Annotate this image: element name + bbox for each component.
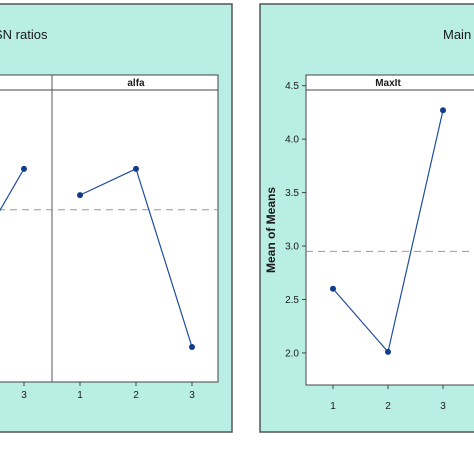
means-y-tick-label: 4.5 xyxy=(285,81,299,92)
facet-label-MaxIt: MaxIt xyxy=(375,78,401,89)
sn-ratios-title: SN ratios xyxy=(0,27,48,42)
means-y-tick-label: 4.0 xyxy=(285,135,299,146)
means-title: Main xyxy=(443,27,471,42)
means-y-tick-label: 2.0 xyxy=(285,348,299,359)
sn-x-tick-label: 3 xyxy=(21,390,27,401)
means-y-tick-label: 2.5 xyxy=(285,295,299,306)
means-x-tick-label: 2 xyxy=(385,401,391,412)
sn-data-point xyxy=(21,165,27,172)
facet-label-alfa: alfa xyxy=(127,78,145,89)
means-plot-area: 2.0 2.5 3.0 3.5 4.0 4.5 MaxIt 1 2 3 xyxy=(285,74,474,412)
sn-data-point xyxy=(133,165,139,172)
means-x-tick-label: 3 xyxy=(440,401,446,412)
sn-plot-background xyxy=(0,74,219,383)
sn-data-point xyxy=(77,192,83,199)
means-y-tick-label: 3.5 xyxy=(285,188,299,199)
sn-data-point xyxy=(189,343,195,350)
sn-x-tick-label: 2 xyxy=(133,390,139,401)
sn-x-tick-label: 3 xyxy=(189,390,195,401)
sn-ratios-plot-area: 3 alfa 1 2 3 xyxy=(0,74,219,401)
means-y-tick-label: 3.0 xyxy=(285,242,299,253)
means-data-point xyxy=(330,285,336,292)
sn-strip-header xyxy=(0,74,219,91)
means-data-point xyxy=(385,348,391,355)
sn-x-tick-label: 1 xyxy=(77,390,83,401)
means-x-tick-label: 1 xyxy=(330,401,336,412)
means-plot-background xyxy=(305,74,474,386)
means-data-point xyxy=(440,107,446,114)
means-y-axis-label: Mean of Means xyxy=(264,187,278,273)
means-strip-header xyxy=(305,74,474,91)
sn-series-line-facet1 xyxy=(0,168,25,212)
